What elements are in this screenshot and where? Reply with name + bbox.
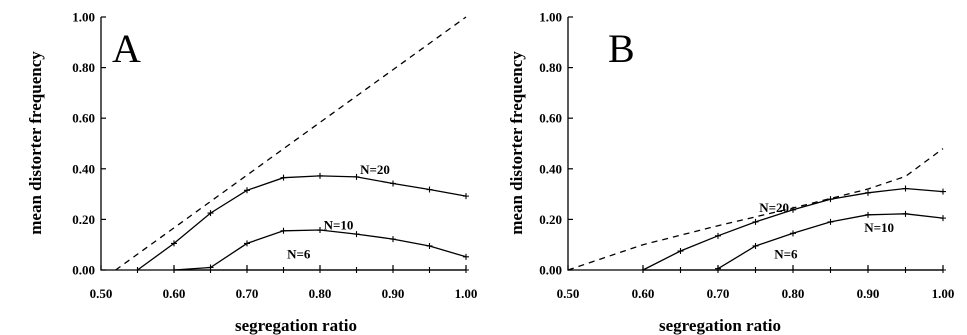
y-tick-label: 0.00 xyxy=(72,263,95,278)
data-point xyxy=(940,215,946,222)
series-label: N=10 xyxy=(324,218,354,233)
data-point xyxy=(752,218,759,225)
data-point xyxy=(752,242,759,249)
data-point xyxy=(865,189,871,196)
data-point xyxy=(827,196,834,203)
data-point xyxy=(827,267,834,273)
data-point xyxy=(317,172,323,179)
series-line-diagonal-reference xyxy=(115,16,467,271)
y-tick-label: 0.20 xyxy=(72,212,95,227)
data-point xyxy=(902,210,909,217)
y-tick-label: 0.60 xyxy=(72,111,95,126)
data-point xyxy=(790,230,796,237)
y-axis-title-a: mean distorter frequency xyxy=(26,51,45,235)
data-point xyxy=(317,267,323,273)
x-tick-label: 1.00 xyxy=(455,286,478,301)
data-point xyxy=(171,267,177,273)
x-axis-title-b: segregation ratio xyxy=(659,316,781,335)
data-point xyxy=(426,242,433,249)
x-tick-label: 1.00 xyxy=(932,286,955,301)
data-point xyxy=(426,267,433,273)
series-label: N=6 xyxy=(287,247,311,262)
data-point xyxy=(827,218,834,225)
x-tick-label: 0.50 xyxy=(90,286,113,301)
data-point xyxy=(790,267,796,273)
series-label: N=20 xyxy=(360,162,390,177)
data-point xyxy=(134,267,141,273)
data-point xyxy=(244,187,250,194)
y-tick-label: 0.60 xyxy=(539,111,562,126)
data-point xyxy=(463,253,469,260)
series-line-n-20 xyxy=(137,175,467,271)
x-tick-label: 0.60 xyxy=(632,286,655,301)
panel-letter-a: A xyxy=(112,26,141,71)
data-point xyxy=(390,180,396,187)
data-point xyxy=(244,240,250,247)
y-tick-label: 0.20 xyxy=(539,212,562,227)
x-tick-label: 0.70 xyxy=(236,286,259,301)
y-tick-label: 0.40 xyxy=(72,161,95,176)
data-point xyxy=(677,248,684,255)
y-tick-label: 0.40 xyxy=(539,161,562,176)
x-tick-label: 0.80 xyxy=(782,286,805,301)
y-tick-label: 1.00 xyxy=(539,10,562,25)
x-tick-label: 0.70 xyxy=(707,286,730,301)
data-point xyxy=(902,185,909,192)
series-label: N=6 xyxy=(774,247,798,262)
x-tick-label: 0.60 xyxy=(163,286,186,301)
y-tick-label: 0.00 xyxy=(539,263,562,278)
data-point xyxy=(390,236,396,243)
y-tick-label: 0.80 xyxy=(72,60,95,75)
data-point xyxy=(280,267,287,273)
data-point xyxy=(463,193,469,200)
data-point xyxy=(715,267,721,273)
data-point xyxy=(940,188,946,195)
data-point xyxy=(280,227,287,234)
data-point xyxy=(390,267,396,273)
data-point xyxy=(207,267,214,273)
panel-a: A mean distorter frequency segregation r… xyxy=(26,10,477,335)
x-tick-label: 0.90 xyxy=(382,286,405,301)
data-point xyxy=(640,267,646,273)
series-label: N=10 xyxy=(864,220,894,235)
x-tick-label: 0.80 xyxy=(309,286,332,301)
data-point xyxy=(902,267,909,273)
x-tick-label: 0.50 xyxy=(557,286,580,301)
data-point xyxy=(171,240,177,247)
data-point xyxy=(353,173,360,180)
data-point xyxy=(715,232,721,239)
data-point xyxy=(207,210,214,217)
series-line-diagonal-reference xyxy=(567,148,944,271)
data-point xyxy=(353,267,360,273)
y-tick-label: 1.00 xyxy=(72,10,95,25)
data-point xyxy=(280,174,287,181)
data-point xyxy=(426,186,433,193)
data-point xyxy=(317,227,323,234)
data-point xyxy=(752,267,759,273)
data-point xyxy=(940,267,946,273)
data-point xyxy=(677,267,684,273)
data-point xyxy=(865,267,871,273)
panel-b: B mean distorter frequency segregation r… xyxy=(507,10,954,335)
data-point xyxy=(865,211,871,218)
data-point xyxy=(244,267,250,273)
y-tick-label: 0.80 xyxy=(539,60,562,75)
panel-letter-b: B xyxy=(608,26,635,71)
data-point xyxy=(463,267,469,273)
series-line-n-10 xyxy=(173,229,467,271)
data-point xyxy=(353,231,360,238)
y-axis-title-b: mean distorter frequency xyxy=(507,51,526,235)
x-axis-title-a: segregation ratio xyxy=(235,316,357,335)
x-tick-label: 0.90 xyxy=(857,286,880,301)
series-label: N=20 xyxy=(759,200,789,215)
